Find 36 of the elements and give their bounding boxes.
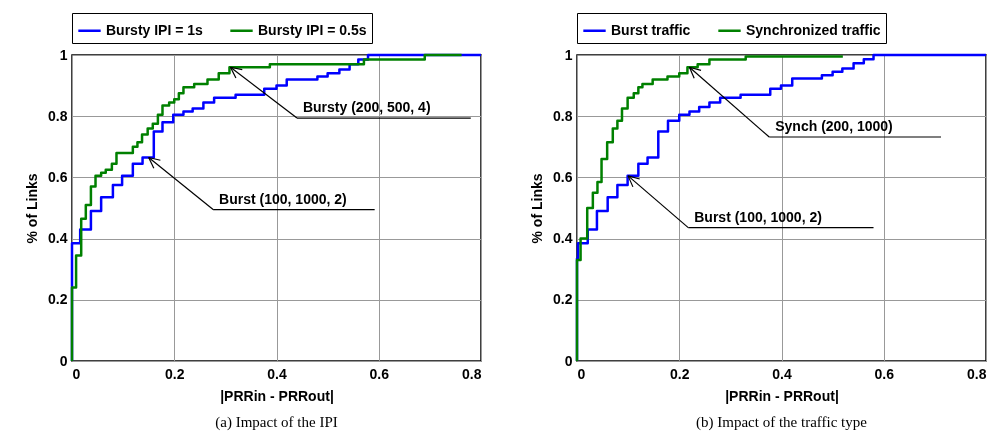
y-tick-label: 1 — [59, 46, 68, 63]
x-tick-label: 0 — [577, 365, 586, 382]
y-axis-title: % of Links — [24, 173, 41, 244]
x-axis-title: |PRRin - PRRout| — [220, 387, 334, 404]
x-tick-label: 0.2 — [165, 365, 185, 382]
legend-label: Burst traffic — [611, 21, 691, 38]
y-tick-label: 0.4 — [48, 230, 68, 247]
legend-label: Synchronized traffic — [746, 21, 881, 38]
x-tick-label: 0.6 — [369, 365, 390, 382]
annotation: Burst (100, 1000, 2) — [219, 190, 347, 207]
x-tick-label: 0.8 — [967, 365, 987, 382]
x-tick-label: 0.6 — [874, 365, 895, 382]
y-tick-label: 1 — [564, 46, 573, 63]
legend-label: Bursty IPI = 1s — [106, 21, 204, 38]
x-tick-label: 0.4 — [267, 365, 287, 382]
x-tick-label: 0.2 — [670, 365, 690, 382]
y-tick-label: 0.8 — [553, 107, 573, 124]
x-axis-title: |PRRin - PRRout| — [725, 387, 839, 404]
x-tick-label: 0.8 — [462, 365, 482, 382]
text: (b) Impact of the traffic type — [696, 414, 868, 431]
y-tick-label: 0.6 — [48, 168, 68, 185]
y-axis-title: % of Links — [529, 173, 546, 244]
text: (a) Impact of the IPI — [215, 414, 338, 431]
annotation: Bursty (200, 500, 4) — [302, 99, 431, 116]
y-tick-label: 0.2 — [553, 291, 573, 308]
legend-label: Bursty IPI = 0.5s — [258, 21, 367, 38]
y-tick-label: 0 — [59, 352, 68, 369]
y-tick-label: 0.4 — [553, 230, 573, 247]
y-tick-label: 0 — [564, 352, 573, 369]
y-tick-label: 0.6 — [553, 168, 573, 185]
y-tick-label: 0.2 — [48, 291, 68, 308]
annotation: Synch (200, 1000) — [775, 118, 893, 135]
annotation: Burst (100, 1000, 2) — [694, 208, 822, 225]
y-tick-label: 0.8 — [48, 107, 68, 124]
x-tick-label: 0.4 — [772, 365, 792, 382]
x-tick-label: 0 — [72, 365, 81, 382]
